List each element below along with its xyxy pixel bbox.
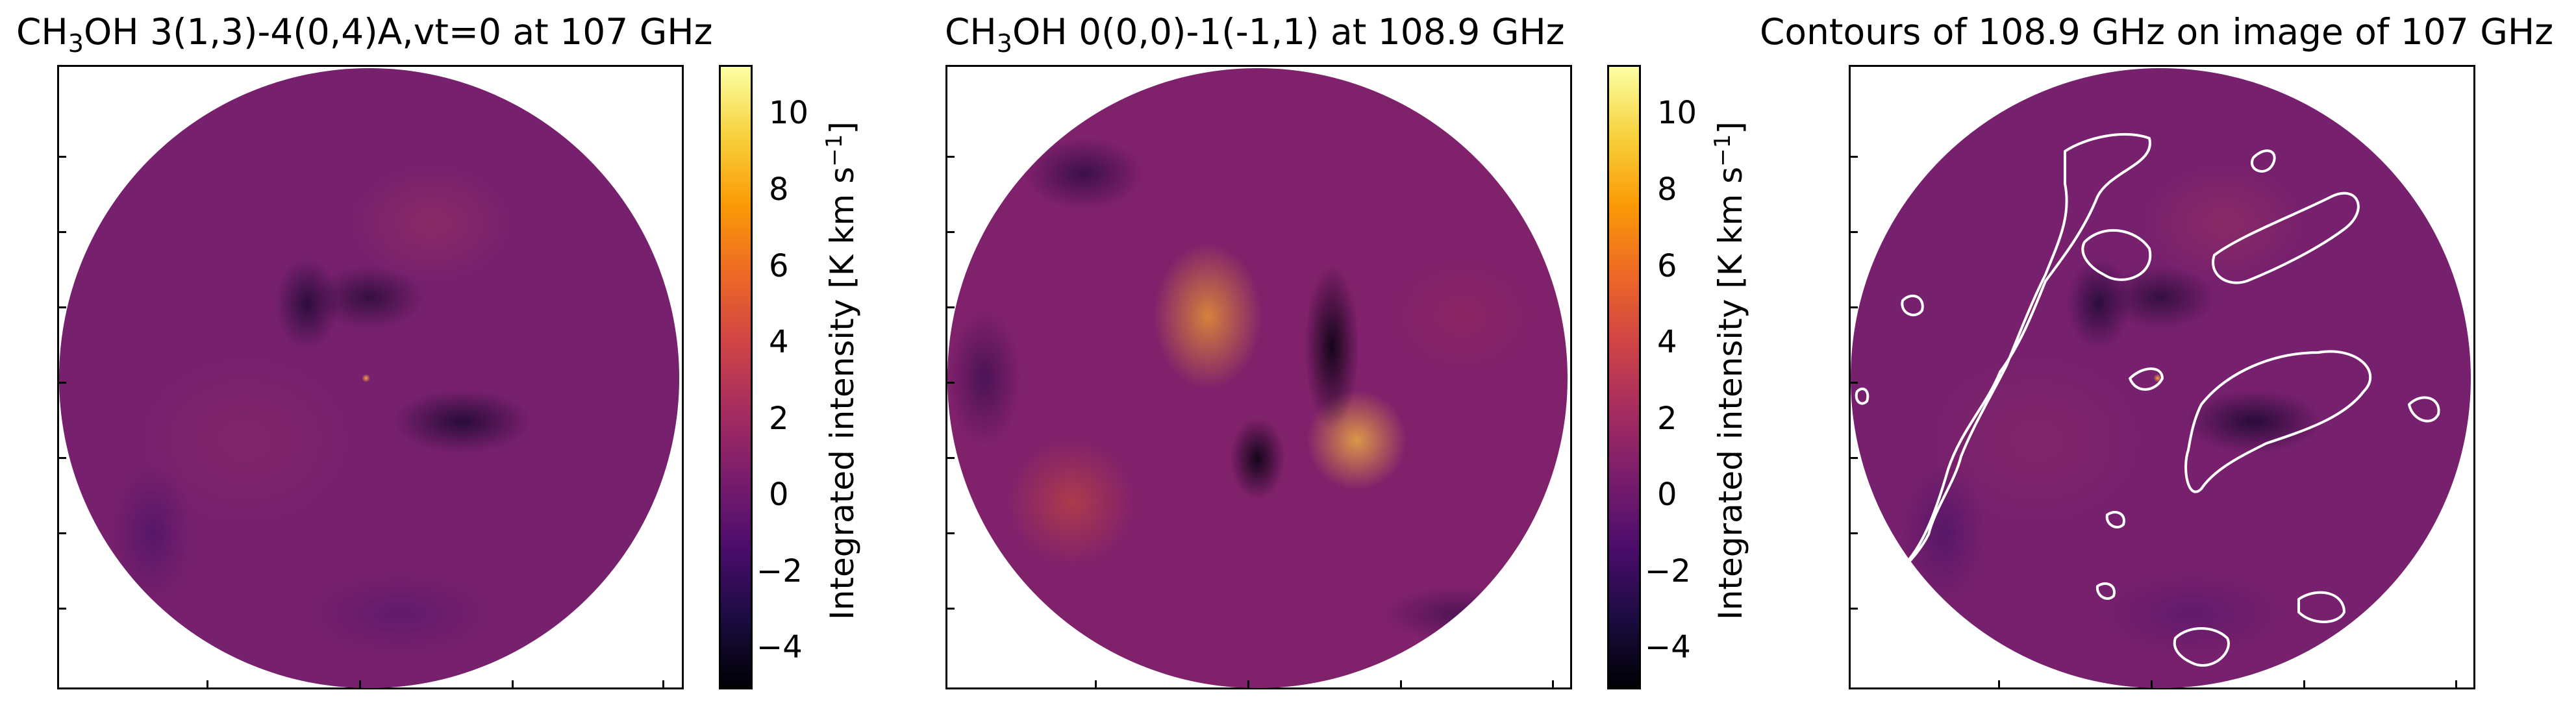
colorbar-2-tick-label: 0 (1657, 476, 1677, 513)
contour-line (1855, 388, 1869, 405)
colorbar-1-tick-label: 0 (769, 476, 789, 513)
contour-line (2105, 511, 2125, 528)
panel-3-xtick (2455, 680, 2457, 689)
colorbar-1-tick-label: 6 (769, 248, 789, 284)
panel-3-xtick (2303, 680, 2305, 689)
contour-line (2408, 396, 2440, 423)
methanol-108.9ghz-map (947, 68, 1568, 688)
colorbar-2-tick-label: 6 (1657, 248, 1677, 284)
colorbar-1-tick-label: 4 (769, 324, 789, 360)
panel-1-ytick (57, 306, 66, 308)
colorbar-1-tick-label: 2 (769, 401, 789, 437)
panel-2-xtick (1247, 680, 1249, 689)
panel-2-frame (945, 65, 1572, 689)
colorbar-2-label: Integrated intensity [K km s−1] (1710, 121, 1749, 620)
contour-line (1901, 294, 1924, 317)
panel-2-xtick (1400, 680, 1402, 689)
colorbar-2-tick-label: −4 (1645, 629, 1691, 665)
panel-3-ytick (1849, 382, 1858, 384)
panel-1-xtick (662, 680, 664, 689)
colorbar-1 (719, 65, 753, 689)
colorbar-2-tick-label: −2 (1645, 553, 1691, 589)
panel-1-xtick (512, 680, 514, 689)
panel-1-xtick (206, 680, 208, 689)
colorbar-2-tick-label: 10 (1657, 95, 1697, 131)
colorbar-1-tick-label: −4 (757, 629, 803, 665)
panel-1-ytick (57, 231, 66, 233)
panel-3-frame (1849, 65, 2475, 689)
contour-line (2173, 627, 2230, 667)
panel-2-ytick (945, 457, 955, 459)
colorbar-1-tick-label: 8 (769, 171, 789, 208)
panel-2-ytick (945, 231, 955, 233)
panel-3-ytick (1849, 457, 1858, 459)
panel-1-frame (57, 65, 684, 689)
panel-2-ytick (945, 306, 955, 308)
panel-3-title: Contours of 108.9 GHz on image of 107 GH… (1760, 11, 2554, 53)
panel-1-xtick (359, 680, 361, 689)
panel-1-ytick (57, 608, 66, 610)
panel-2-ytick (945, 156, 955, 158)
colorbar-1-tick-label: 10 (769, 95, 809, 131)
contour-line (2251, 149, 2276, 173)
contour-line (2129, 367, 2164, 391)
panel-2-ytick (945, 382, 955, 384)
colorbar-2-tick-label: 4 (1657, 324, 1677, 360)
colorbar-2-tick-label: 8 (1657, 171, 1677, 208)
panel-2-ytick (945, 532, 955, 534)
panel-3-ytick (1849, 608, 1858, 610)
panel-3-ytick (1849, 231, 1858, 233)
panel-3-xtick (1998, 680, 2000, 689)
contour-lines (1855, 132, 2445, 667)
panel-3-xtick (2151, 680, 2153, 689)
contour-line (2420, 167, 2445, 193)
panel-2-xtick (1095, 680, 1097, 689)
contour-line (1897, 132, 2151, 573)
methanol-107ghz-map (59, 68, 679, 688)
panel-3-ytick (1849, 306, 1858, 308)
colorbar-2-tick-label: 2 (1657, 401, 1677, 437)
contour-line (2297, 591, 2345, 623)
panel-2-title: CH3OH 0(0,0)-1(-1,1) at 108.9 GHz (945, 11, 1565, 58)
panel-1-ytick (57, 156, 66, 158)
panel-1-ytick (57, 382, 66, 384)
panel-1-ytick (57, 532, 66, 534)
contour-line (2081, 229, 2152, 281)
panel-1-ytick (57, 457, 66, 459)
contour-line (2212, 192, 2360, 284)
contour-line (2184, 350, 2372, 493)
panel-1-title: CH3OH 3(1,3)-4(0,4)A,vt=0 at 107 GHz (16, 11, 713, 58)
panel-3-ytick (1849, 532, 1858, 534)
colorbar-1-tick-label: −2 (757, 553, 803, 589)
panel-2-ytick (945, 608, 955, 610)
contour-line (2095, 582, 2116, 600)
contour-overlay-map (1851, 68, 2471, 688)
panel-2-xtick (1552, 680, 1554, 689)
colorbar-1-label: Integrated intensity [K km s−1] (821, 121, 861, 620)
panel-3-ytick (1849, 156, 1858, 158)
colorbar-2 (1607, 65, 1641, 689)
